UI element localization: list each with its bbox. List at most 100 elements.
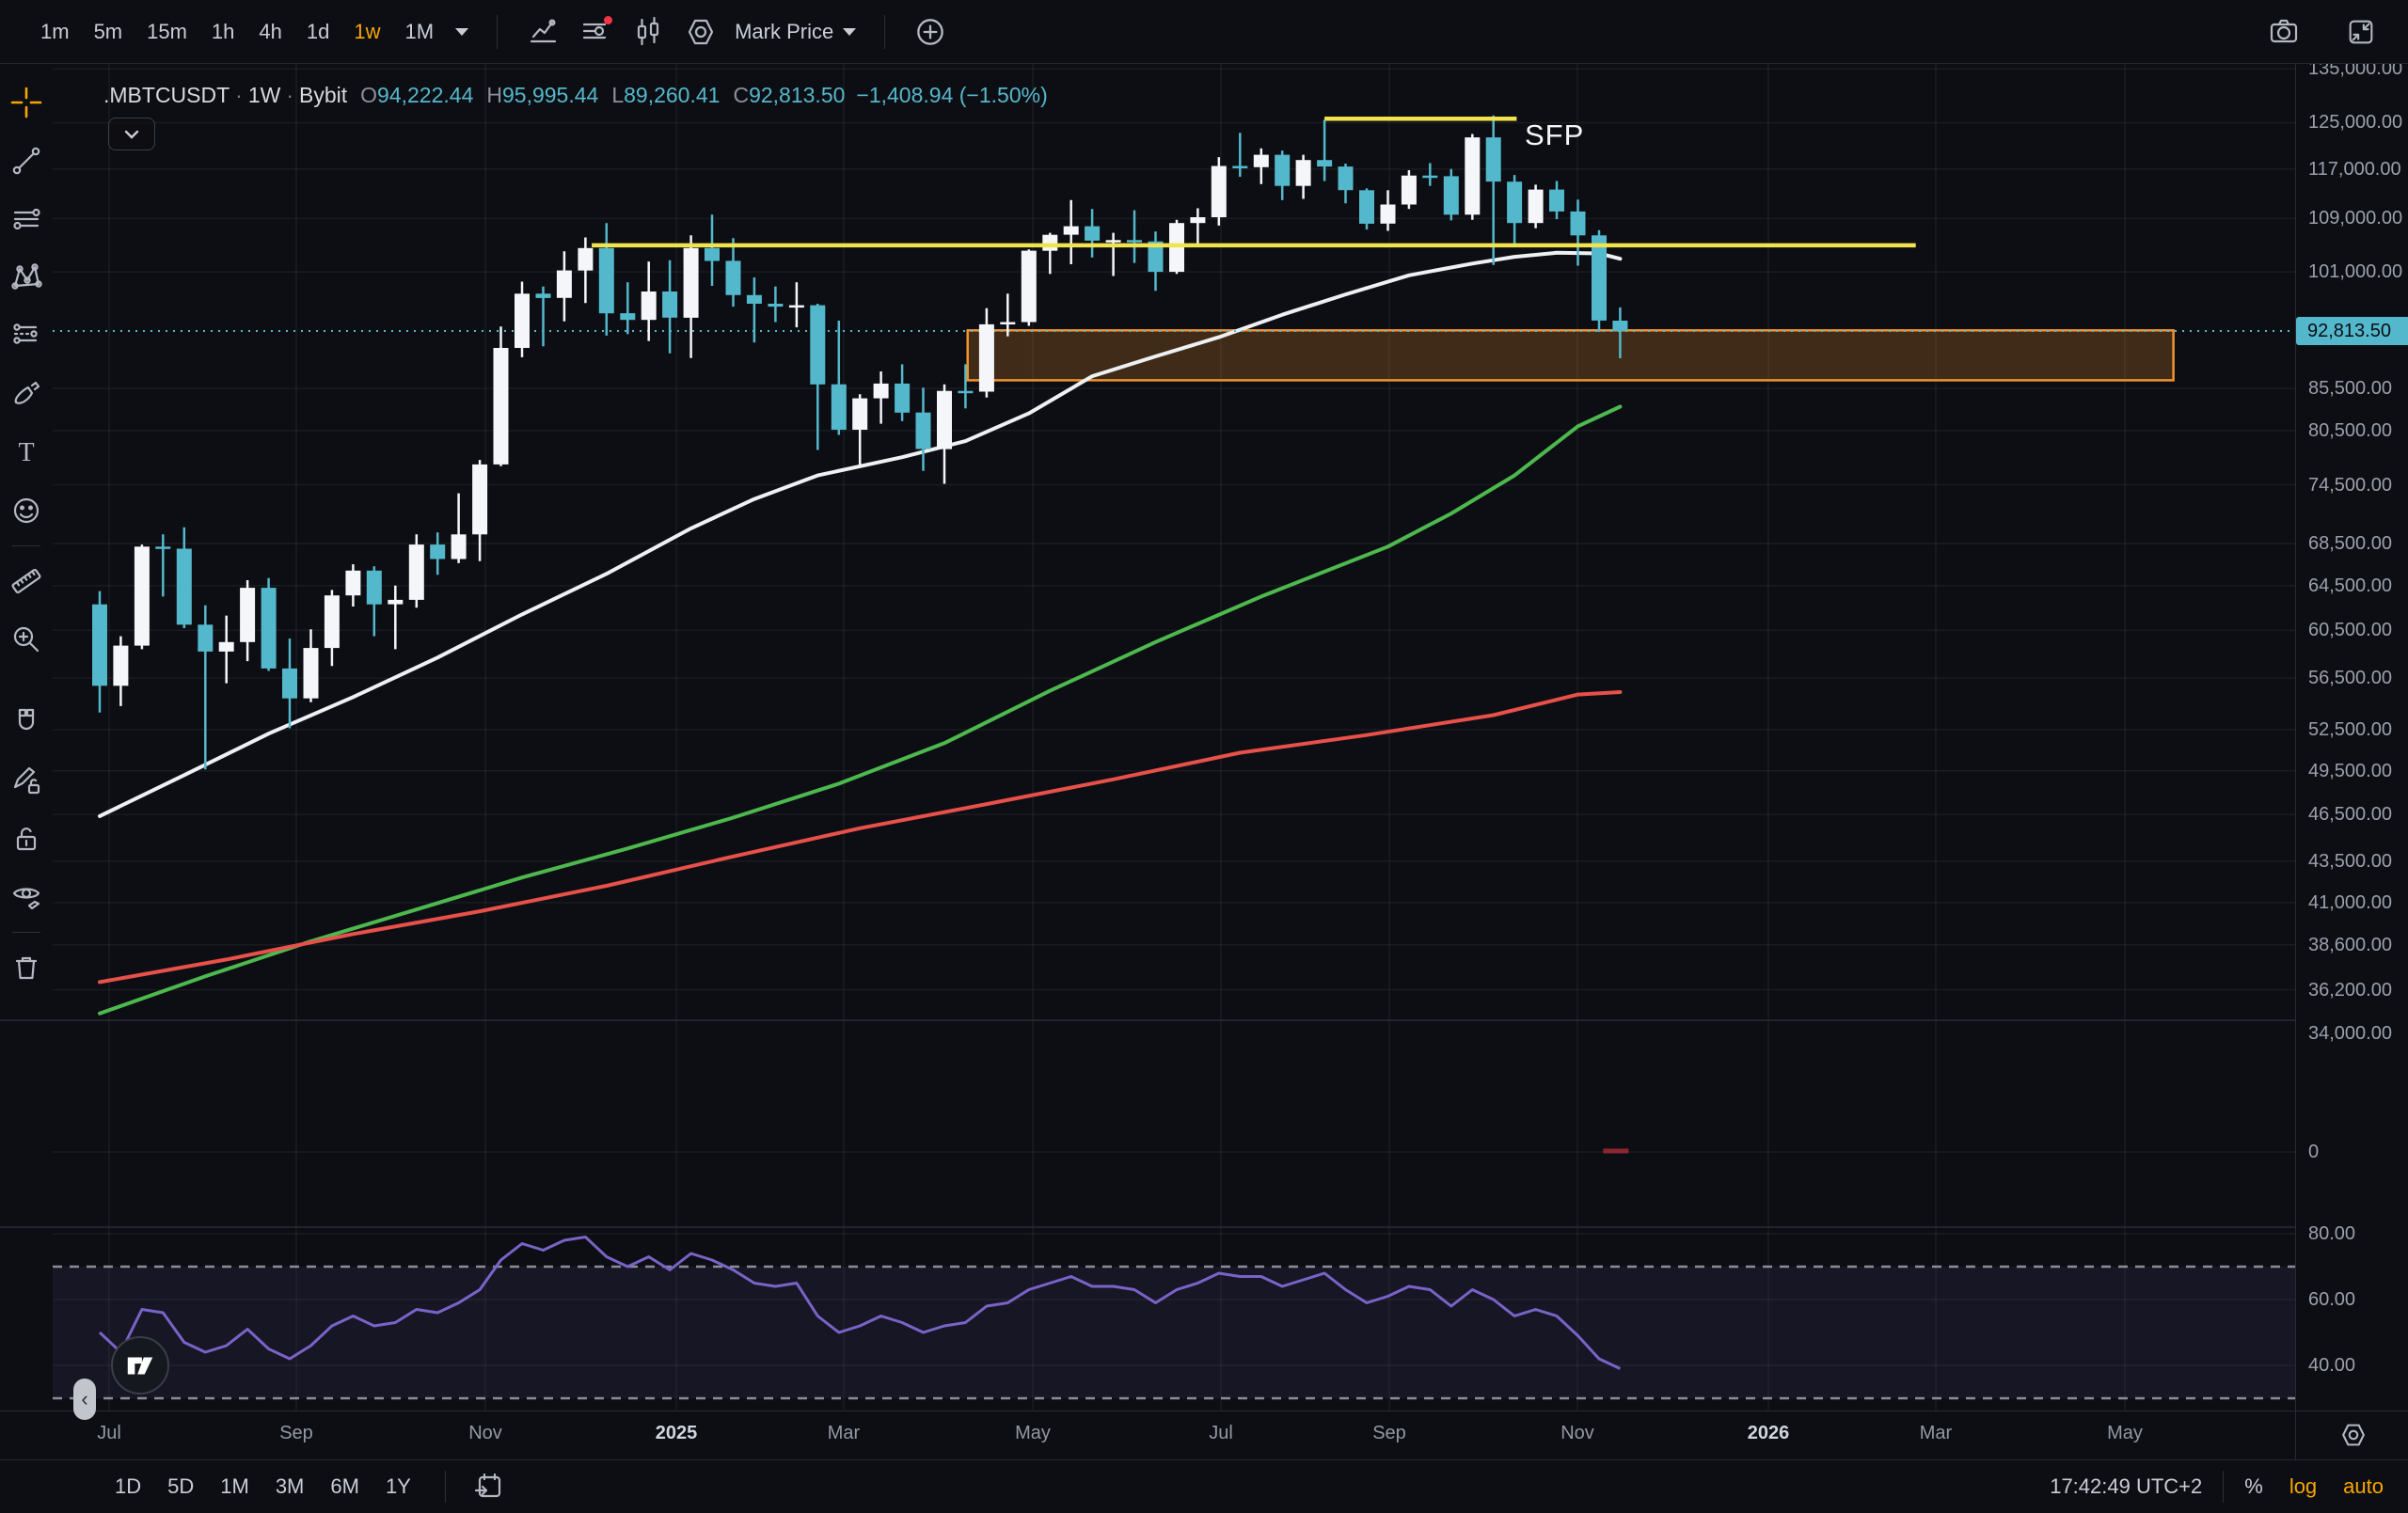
price-tick-label: 46,500.00 [2308, 804, 2392, 826]
hexagon-settings-icon[interactable] [683, 14, 719, 50]
close-label: C [733, 83, 750, 107]
change-value: −1,408.94 (−1.50%) [856, 83, 1048, 107]
minimize-icon[interactable] [2343, 14, 2379, 50]
price-tick-label: 43,500.00 [2308, 850, 2392, 872]
range-3M[interactable]: 3M [275, 1474, 305, 1498]
price-tick-label: 56,500.00 [2308, 668, 2392, 689]
symbol-exchange: Bybit [299, 83, 348, 107]
symbol-name[interactable]: .MBTCUSDT [103, 83, 230, 107]
timeframe-15m[interactable]: 15m [147, 19, 187, 43]
timeframe-5m[interactable]: 5m [93, 19, 123, 43]
timeframe-1M[interactable]: 1M [404, 19, 435, 43]
long-short-position-tool-icon[interactable] [0, 307, 53, 365]
text-tool-icon[interactable]: T [0, 423, 53, 481]
close-value: 92,813.50 [749, 83, 846, 107]
time-tick-label: 2026 [1747, 1423, 1790, 1443]
clock[interactable]: 17:42:49 UTC+2 [2050, 1474, 2203, 1498]
time-tick-label: Jul [97, 1423, 121, 1443]
range-6M[interactable]: 6M [330, 1474, 359, 1498]
tradingview-logo[interactable] [111, 1336, 169, 1395]
xabcd-pattern-tool-icon[interactable] [0, 248, 53, 307]
emoji-tool-icon[interactable] [0, 481, 53, 540]
lock-all-tool-icon[interactable] [0, 810, 53, 868]
price-tick-label: 64,500.00 [2308, 575, 2392, 596]
price-tick-label: 109,000.00 [2308, 208, 2403, 229]
hide-drawings-tool-icon[interactable] [0, 868, 53, 926]
toolbar-divider [2223, 1471, 2225, 1503]
drawing-lock-tool-icon[interactable] [0, 751, 53, 810]
bottom-toolbar: 1D 5D 1M 3M 6M 1Y 17:42:49 UTC+2 % log auto [0, 1459, 2408, 1513]
indicator-tick-label: 0 [2308, 1142, 2320, 1162]
crosshair-tool-icon[interactable] [0, 73, 53, 132]
brush-tool-icon[interactable] [0, 365, 53, 423]
compare-candles-icon[interactable] [630, 14, 666, 50]
low-label: L [611, 83, 625, 107]
range-1Y[interactable]: 1Y [385, 1474, 411, 1498]
sfp-annotation[interactable]: SFP [1525, 118, 1585, 151]
mark-price-label: Mark Price [735, 19, 834, 43]
range-5D[interactable]: 5D [167, 1474, 195, 1498]
mark-price-selector[interactable]: Mark Price [735, 20, 865, 44]
auto-scale-button[interactable]: auto [2343, 1474, 2384, 1498]
forecast-chart-icon[interactable] [525, 14, 561, 50]
price-tick-label: 85,500.00 [2308, 378, 2392, 400]
price-tick-label: 38,600.00 [2308, 934, 2392, 955]
indicator-tick-label: 40.00 [2308, 1355, 2356, 1376]
ruler-tool-icon[interactable] [0, 552, 53, 610]
price-axis[interactable]: 135,000.00 125,000.00 117,000.00 109,000.00… [2295, 58, 2408, 1411]
header-right-group [2258, 14, 2408, 50]
timeframe-4h[interactable]: 4h [259, 19, 282, 43]
timeframe-dropdown-caret[interactable] [455, 27, 469, 36]
pane-collapse-button[interactable]: ‹ [73, 1379, 96, 1420]
rsi-line [98, 1236, 1622, 1370]
horizontal-lines-tool-icon[interactable] [0, 190, 53, 248]
camera-icon[interactable] [2266, 14, 2302, 50]
toolbar-divider [884, 14, 886, 49]
indicator-list-icon[interactable] [578, 14, 613, 50]
price-tick-label: 60,500.00 [2308, 620, 2392, 641]
tradingview-glyph [127, 1357, 153, 1375]
symbol-legend[interactable]: .MBTCUSDT · 1W · Bybit O94,222.44 H95,995.44 L8… [103, 83, 1048, 107]
ma-mid-green [98, 404, 1623, 1016]
time-axis[interactable]: Jul Sep Nov 2025 Mar May Jul Sep Nov 2026 Mar May [0, 1411, 2408, 1460]
zoom-in-tool-icon[interactable] [0, 610, 53, 669]
time-tick-label: Mar [1919, 1423, 1953, 1443]
percent-scale-button[interactable]: % [2244, 1474, 2263, 1498]
toolbar-divider [12, 545, 40, 546]
axis-divider [2295, 1411, 2296, 1460]
axis-settings-icon[interactable] [2335, 1416, 2372, 1454]
price-tick-label: 80,500.00 [2308, 419, 2392, 441]
time-tick-label: Nov [468, 1423, 502, 1443]
timeframe-1d[interactable]: 1d [306, 19, 330, 43]
toolbar-divider [497, 14, 499, 49]
log-scale-button[interactable]: log [2289, 1474, 2318, 1498]
price-tick-label: 41,000.00 [2308, 891, 2392, 913]
supply-box-drawing [966, 329, 2175, 382]
indicator-tick-label: 60.00 [2308, 1289, 2356, 1310]
price-tick-label: 125,000.00 [2308, 112, 2403, 134]
range-1D[interactable]: 1D [115, 1474, 142, 1498]
price-tick-label: 101,000.00 [2308, 261, 2403, 283]
open-value: 94,222.44 [377, 83, 474, 107]
time-tick-label: Mar [827, 1423, 861, 1443]
remove-drawings-tool-icon[interactable] [0, 938, 53, 997]
trend-line-tool-icon[interactable] [0, 132, 53, 190]
add-indicator-plus-icon[interactable] [912, 14, 948, 50]
indicator-tick-label: 80.00 [2308, 1223, 2356, 1244]
time-tick-label: 2025 [655, 1423, 698, 1443]
time-tick-label: May [2107, 1423, 2143, 1443]
timeframe-1h[interactable]: 1h [211, 19, 235, 43]
time-tick-label: Jul [1209, 1423, 1233, 1443]
high-label: H [486, 83, 502, 107]
go-to-date-icon[interactable] [472, 1470, 506, 1504]
magnet-tool-icon[interactable] [0, 693, 53, 751]
timeframe-1w[interactable]: 1w [354, 19, 381, 43]
range-1M[interactable]: 1M [220, 1474, 249, 1498]
legend-collapse-button[interactable] [108, 118, 155, 150]
price-tick-label: 117,000.00 [2308, 158, 2401, 180]
price-tick-label: 52,500.00 [2308, 718, 2392, 740]
timeframe-1m[interactable]: 1m [40, 19, 70, 43]
high-value: 95,995.44 [502, 83, 599, 107]
